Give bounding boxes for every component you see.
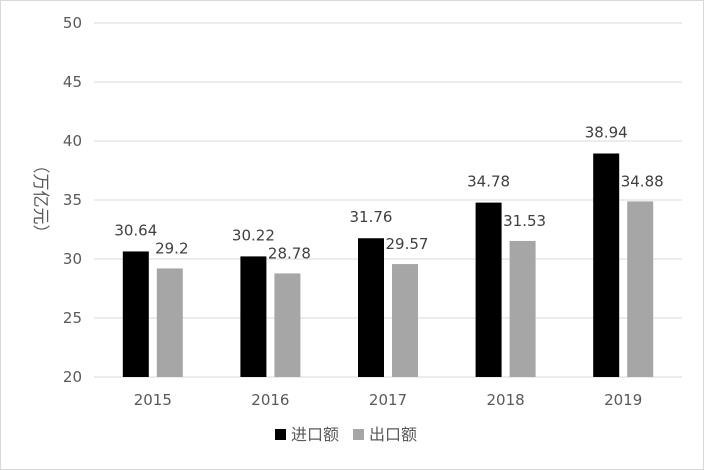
legend-label-export: 出口额 — [369, 425, 417, 444]
y-tick-label-20: 20 — [63, 368, 82, 386]
legend-label-import: 进口额 — [291, 425, 339, 444]
bar-import-2015 — [122, 251, 149, 377]
x-tick-label-2015: 2015 — [134, 391, 172, 409]
data-label-import-2016: 30.22 — [232, 226, 275, 244]
legend: 进口额 出口额 — [275, 425, 417, 444]
bar-import-2017 — [358, 238, 384, 377]
data-label-export-2016: 28.78 — [268, 244, 311, 262]
bar-import-2018 — [475, 202, 502, 377]
y-tick-label-45: 45 — [63, 73, 82, 91]
bar-export-2017 — [392, 264, 418, 377]
y-tick-label-40: 40 — [63, 132, 82, 150]
y-tick-label-50: 50 — [63, 14, 82, 32]
gridlines — [94, 22, 682, 378]
data-label-import-2017: 31.76 — [350, 208, 393, 226]
bar-export-2018 — [509, 240, 536, 377]
x-tick-label-2019: 2019 — [604, 391, 642, 409]
data-label-export-2017: 29.57 — [386, 235, 429, 253]
legend-swatch-import — [275, 429, 286, 440]
y-tick-label-25: 25 — [63, 309, 82, 327]
data-label-import-2015: 30.64 — [114, 221, 157, 239]
bar-export-2016 — [274, 273, 301, 377]
x-tick-label-2018: 2018 — [487, 391, 525, 409]
bar-import-2019 — [593, 153, 620, 377]
bar-export-2019 — [627, 201, 654, 377]
y-tick-label-30: 30 — [63, 250, 82, 268]
bar-export-2015 — [156, 268, 183, 377]
data-label-export-2019: 34.88 — [621, 172, 664, 190]
data-label-export-2018: 31.53 — [503, 212, 546, 230]
data-label-import-2018: 34.78 — [467, 173, 510, 191]
data-label-import-2019: 38.94 — [585, 124, 628, 142]
data-label-export-2015: 29.2 — [155, 239, 188, 257]
x-tick-label-2016: 2016 — [251, 391, 289, 409]
y-tick-label-35: 35 — [63, 191, 82, 209]
bar-import-2016 — [240, 256, 267, 377]
y-axis-ticks: 20 25 30 35 40 45 50 — [63, 14, 82, 386]
x-tick-label-2017: 2017 — [369, 391, 407, 409]
y-axis-label: （万亿元） — [30, 157, 50, 242]
bars — [122, 153, 654, 377]
legend-swatch-export — [353, 429, 364, 440]
x-axis-ticks: 2015 2016 2017 2018 2019 — [134, 391, 643, 409]
